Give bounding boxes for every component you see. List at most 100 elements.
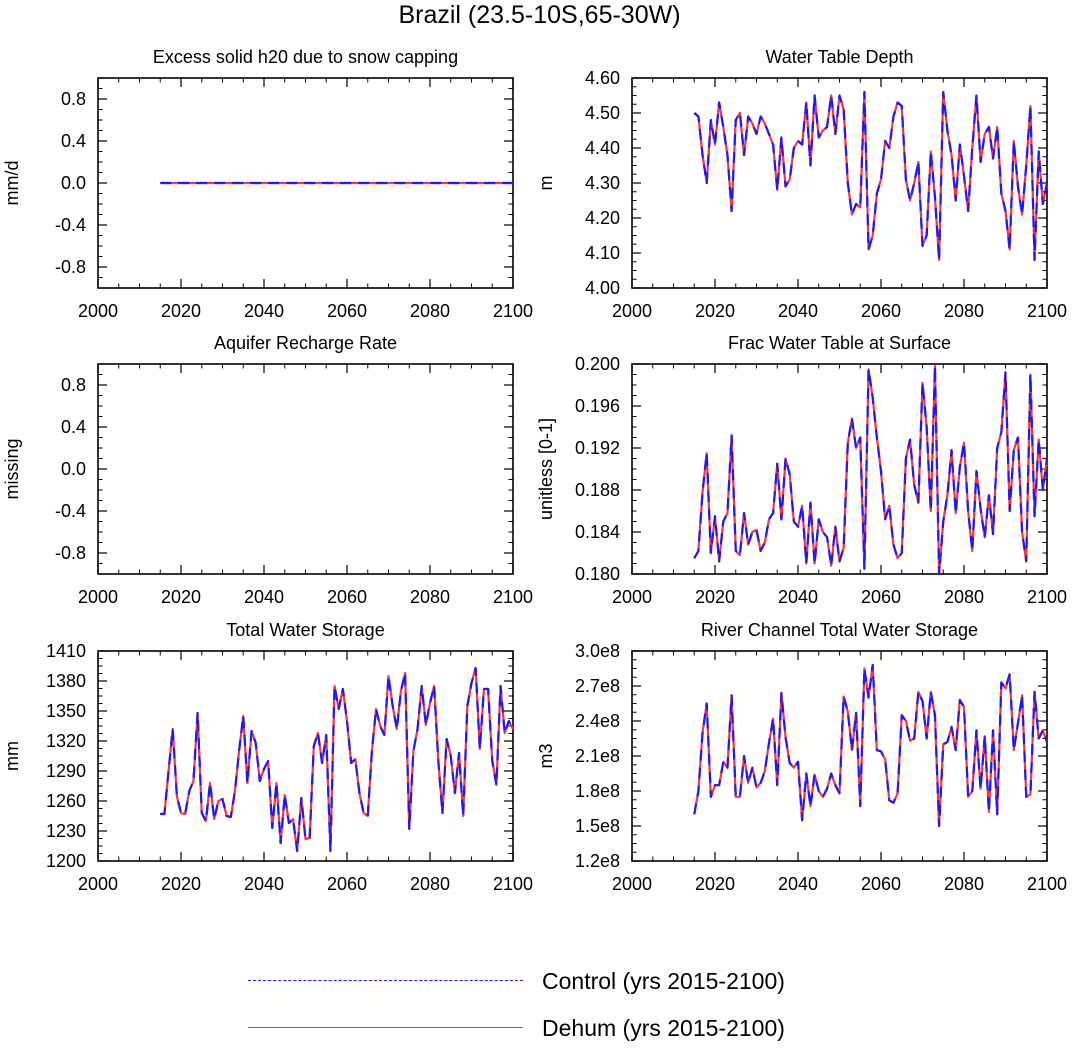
panel-title: Total Water Storage [226, 620, 384, 640]
panel-aquifer-recharge: Aquifer Recharge Rate 2000 2020 2040 2060 208… [2, 333, 533, 607]
x-tick-label: 2040 [244, 301, 284, 321]
x-tick-label: 2040 [244, 587, 284, 607]
figure-title: Brazil (23.5-10S,65-30W) [398, 1, 681, 29]
x-tick-label: 2020 [695, 874, 735, 894]
x-tick-label: 2100 [1027, 587, 1067, 607]
panel-title: Aquifer Recharge Rate [214, 333, 397, 353]
y-tick-label: 0.200 [575, 354, 620, 374]
y-tick-label: 3.0e8 [575, 641, 620, 661]
y-tick-label: 4.30 [585, 173, 620, 193]
plot-frame [631, 77, 1048, 289]
y-axis-label: m [536, 176, 556, 191]
panel-total-water-storage: Total Water Storage 2000 2020 2040 2060 2080 2… [2, 620, 533, 894]
y-tick-label: 0.188 [575, 480, 620, 500]
y-tick-label: 1380 [46, 671, 86, 691]
series-control-line [693, 663, 1049, 828]
x-tick-label: 2020 [695, 301, 735, 321]
x-tick-label: 2080 [410, 301, 450, 321]
x-tick-label: 2100 [1027, 301, 1067, 321]
series-control-line [160, 666, 514, 853]
y-tick-label: 1.5e8 [575, 816, 620, 836]
x-tick-label: 2000 [78, 301, 118, 321]
x-tick-label: 2100 [493, 301, 533, 321]
y-axis-label: missing [2, 438, 22, 499]
y-tick-label: 1.2e8 [575, 851, 620, 871]
y-tick-label: 0.184 [575, 522, 620, 542]
legend-dehum-line [248, 1027, 523, 1028]
y-tick-label: 0.0 [61, 459, 86, 479]
y-tick-label: 4.50 [585, 103, 620, 123]
x-tick-label: 2000 [78, 874, 118, 894]
y-tick-label: 4.00 [585, 278, 620, 298]
x-tick-label: 2020 [695, 587, 735, 607]
legend-dehum-label: Dehum (yrs 2015-2100) [542, 1015, 785, 1041]
y-tick-label: 4.10 [585, 243, 620, 263]
y-tick-label: 2.1e8 [575, 746, 620, 766]
y-tick-label: 0.196 [575, 396, 620, 416]
y-tick-label: 4.60 [585, 68, 620, 88]
panel-title: Excess solid h20 due to snow capping [153, 47, 458, 67]
y-tick-label: 4.40 [585, 138, 620, 158]
y-tick-label: 0.192 [575, 438, 620, 458]
series-dehum-line [693, 365, 1049, 576]
y-tick-label: 0.8 [61, 89, 86, 109]
y-tick-label: 0.4 [61, 131, 86, 151]
x-tick-label: 2060 [861, 874, 901, 894]
legend-control-label: Control (yrs 2015-2100) [542, 968, 785, 994]
x-tick-label: 2100 [493, 587, 533, 607]
x-tick-label: 2080 [410, 587, 450, 607]
plot-frame [97, 363, 514, 575]
x-tick-label: 2020 [161, 874, 201, 894]
panel-frac-water-table: Frac Water Table at Surface 2000 2020 2040 2… [536, 333, 1067, 607]
x-tick-label: 2100 [1027, 874, 1067, 894]
series-control-line [693, 365, 1049, 576]
y-tick-label: 1230 [46, 821, 86, 841]
y-tick-label: 1320 [46, 731, 86, 751]
x-tick-label: 2100 [493, 874, 533, 894]
y-tick-label: 1200 [46, 851, 86, 871]
x-tick-label: 2080 [410, 874, 450, 894]
x-tick-label: 2080 [944, 874, 984, 894]
y-tick-label: 1.8e8 [575, 781, 620, 801]
y-axis-label: m3 [536, 743, 556, 768]
y-axis-label: mm [2, 741, 22, 771]
y-tick-label: 2.4e8 [575, 711, 620, 731]
x-tick-label: 2000 [612, 587, 652, 607]
y-tick-label: -0.4 [55, 501, 86, 521]
panel-title: Frac Water Table at Surface [728, 333, 951, 353]
y-tick-label: 1260 [46, 791, 86, 811]
x-tick-label: 2020 [161, 301, 201, 321]
y-tick-label: -0.8 [55, 257, 86, 277]
y-tick-label: 2.7e8 [575, 676, 620, 696]
y-tick-label: 1410 [46, 641, 86, 661]
x-tick-label: 2000 [612, 301, 652, 321]
series-control-line [693, 90, 1049, 262]
x-tick-label: 2060 [861, 587, 901, 607]
panel-excess-solid: Excess solid h20 due to snow capping 2000… [2, 47, 533, 321]
x-tick-label: 2040 [778, 874, 818, 894]
y-tick-label: 4.20 [585, 208, 620, 228]
panel-title: Water Table Depth [765, 47, 913, 67]
y-tick-label: 0.4 [61, 417, 86, 437]
x-tick-label: 2000 [612, 874, 652, 894]
y-tick-label: 0.0 [61, 173, 86, 193]
y-tick-label: -0.8 [55, 543, 86, 563]
y-tick-label: 0.8 [61, 375, 86, 395]
plot-frame [631, 363, 1048, 575]
y-tick-label: 1350 [46, 701, 86, 721]
x-tick-label: 2000 [78, 587, 118, 607]
y-axis-label: unitless [0-1] [536, 418, 556, 520]
panel-title: River Channel Total Water Storage [701, 620, 978, 640]
x-tick-label: 2080 [944, 301, 984, 321]
x-tick-label: 2020 [161, 587, 201, 607]
panel-river-channel-storage: River Channel Total Water Storage 2000 202… [536, 620, 1067, 894]
x-tick-label: 2040 [244, 874, 284, 894]
x-tick-label: 2060 [327, 301, 367, 321]
y-tick-label: 1290 [46, 761, 86, 781]
x-tick-label: 2040 [778, 587, 818, 607]
y-axis-label: mm/d [2, 161, 22, 206]
y-tick-label: 0.180 [575, 564, 620, 584]
x-tick-label: 2060 [327, 587, 367, 607]
x-tick-label: 2060 [327, 874, 367, 894]
